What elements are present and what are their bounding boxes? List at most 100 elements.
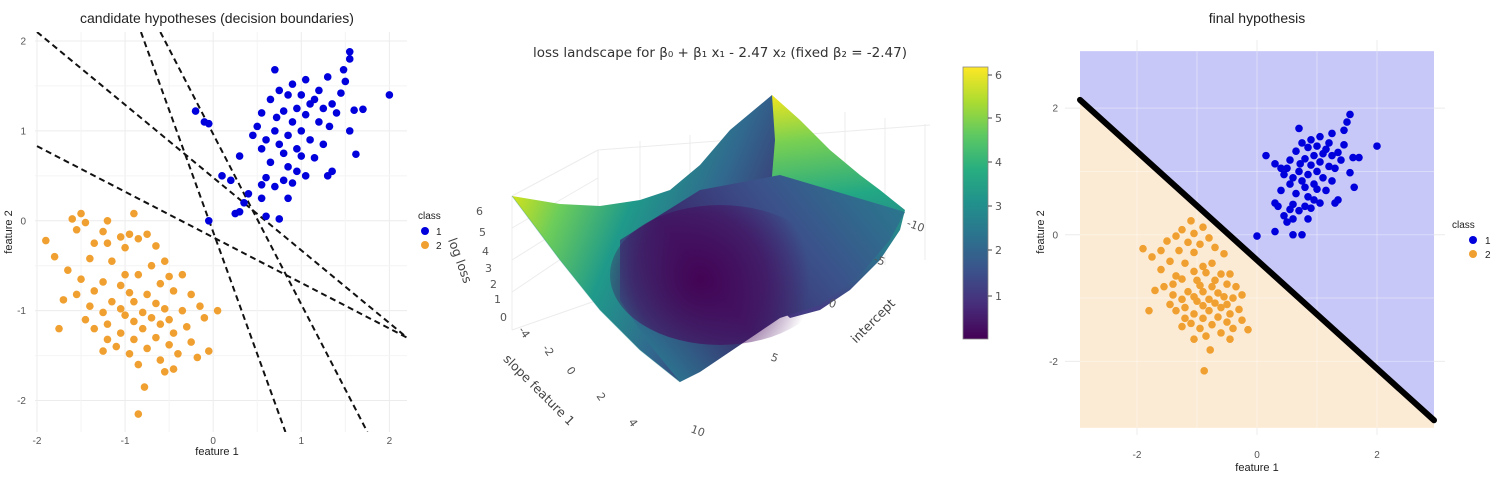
chart2-surface-front-edge <box>511 195 681 383</box>
data-point-class-2 <box>1205 234 1213 242</box>
data-point-class-1 <box>1307 204 1315 212</box>
chart2-slope-tick: 0 <box>564 364 579 377</box>
data-point-class-2 <box>200 314 209 322</box>
chart1-ytick: 1 <box>20 126 26 137</box>
chart1-ytick: -2 <box>17 396 26 407</box>
data-point-class-2 <box>50 252 59 261</box>
data-point-class-2 <box>1244 325 1252 334</box>
data-point-class-1 <box>1298 177 1306 185</box>
data-point-class-2 <box>121 270 129 279</box>
data-point-class-1 <box>1289 230 1297 239</box>
chart3-xtick: 2 <box>1374 450 1380 461</box>
data-point-class-2 <box>86 302 94 310</box>
chart2-colorbar-tick: 4 <box>995 156 1002 169</box>
data-point-class-2 <box>140 383 149 391</box>
chart1-xtick: 0 <box>210 436 216 447</box>
chart1-legend-marker-2 <box>421 241 429 249</box>
data-point-class-1 <box>284 163 292 171</box>
data-point-class-2 <box>1226 270 1234 278</box>
data-point-class-2 <box>1223 280 1231 288</box>
chart2-intercept-ticks: -10 -5 0 5 10 <box>689 217 926 440</box>
data-point-class-1 <box>240 198 248 207</box>
data-point-class-2 <box>1190 248 1198 257</box>
chart2-ztick: 6 <box>476 205 483 218</box>
chart1-xtick: 1 <box>299 436 305 447</box>
chart1-x-axis-label: feature 1 <box>195 446 238 458</box>
data-point-class-1 <box>1304 215 1312 223</box>
data-point-class-2 <box>1190 335 1198 344</box>
data-point-class-1 <box>315 86 323 95</box>
chart1-legend-title: class <box>418 211 441 222</box>
panel-final-hypothesis: final hypothesis -2 0 2 -2 0 2 feature 1… <box>1035 10 1491 474</box>
data-point-class-1 <box>257 181 266 189</box>
data-point-class-1 <box>257 194 266 203</box>
chart2-z-axis-label: log loss <box>445 236 475 285</box>
data-point-class-2 <box>174 349 182 358</box>
panel-loss-landscape: loss landscape for β₀ + β₁ x₁ - 2.47 x₂ … <box>445 45 1002 440</box>
data-point-class-2 <box>130 317 138 326</box>
data-point-class-2 <box>1172 272 1180 280</box>
data-point-class-1 <box>1355 153 1363 162</box>
data-point-class-1 <box>325 122 334 131</box>
chart1-gridlines <box>35 32 407 432</box>
chart2-colorbar: 6 5 4 3 2 1 <box>962 66 1002 340</box>
data-point-class-1 <box>272 113 281 122</box>
data-point-class-1 <box>1304 192 1312 201</box>
data-point-class-1 <box>345 55 354 63</box>
data-point-class-2 <box>204 347 213 355</box>
chart1-legend: class 1 2 <box>418 211 442 252</box>
data-point-class-2 <box>103 239 112 248</box>
data-point-class-2 <box>130 335 138 344</box>
chart2-x-axis-label: slope feature 1 <box>501 351 578 428</box>
chart2-intercept-tick: 10 <box>689 423 707 440</box>
data-point-class-2 <box>1208 259 1216 268</box>
chart2-ztick: 1 <box>494 293 501 306</box>
chart3-legend-label-2: 2 <box>1485 250 1491 261</box>
data-point-class-1 <box>1310 196 1318 204</box>
data-point-class-1 <box>284 91 292 99</box>
data-point-class-2 <box>1206 346 1214 354</box>
data-point-class-2 <box>1208 320 1216 329</box>
data-point-class-2 <box>1199 262 1207 271</box>
data-point-class-1 <box>1286 180 1294 188</box>
chart1-xtick: -1 <box>121 436 130 447</box>
data-point-class-2 <box>1178 295 1186 304</box>
data-point-class-1 <box>323 172 332 180</box>
data-point-class-1 <box>1298 139 1306 147</box>
data-point-class-2 <box>1235 305 1243 314</box>
data-point-class-1 <box>288 179 297 187</box>
data-point-class-2 <box>138 308 147 317</box>
data-point-class-1 <box>1334 148 1342 157</box>
data-point-class-1 <box>341 77 350 86</box>
data-point-class-1 <box>1319 149 1327 158</box>
data-point-class-2 <box>160 305 169 313</box>
candidate-boundary-line <box>140 32 287 432</box>
data-point-class-2 <box>130 297 138 306</box>
data-point-class-1 <box>262 173 270 182</box>
chart2-colorbar-tick: 3 <box>995 200 1002 213</box>
data-point-class-2 <box>1211 299 1219 307</box>
data-point-class-2 <box>99 308 107 317</box>
chart2-grid-line <box>511 299 599 331</box>
data-point-class-1 <box>1340 141 1348 149</box>
data-point-class-2 <box>1211 243 1219 252</box>
chart2-z-ticks: 6 5 4 3 2 1 0 <box>476 205 507 324</box>
chart2-intercept-tick: 0 <box>827 297 838 312</box>
data-point-class-2 <box>125 230 134 239</box>
data-point-class-2 <box>1208 282 1216 291</box>
data-point-class-1 <box>1328 177 1336 185</box>
chart2-surface-minimum <box>610 205 830 345</box>
data-point-class-1 <box>345 47 354 56</box>
data-point-class-1 <box>1295 206 1303 215</box>
chart2-3d-grid <box>511 112 931 331</box>
data-point-class-2 <box>1175 246 1183 255</box>
data-point-class-1 <box>1316 199 1324 207</box>
data-point-class-2 <box>116 329 125 337</box>
data-point-class-1 <box>1316 132 1324 141</box>
data-point-class-1 <box>1301 202 1309 211</box>
data-point-class-1 <box>271 65 279 74</box>
data-point-class-2 <box>1190 267 1198 276</box>
data-point-class-2 <box>77 209 85 218</box>
data-point-class-1 <box>288 118 297 126</box>
data-point-class-1 <box>279 176 288 185</box>
